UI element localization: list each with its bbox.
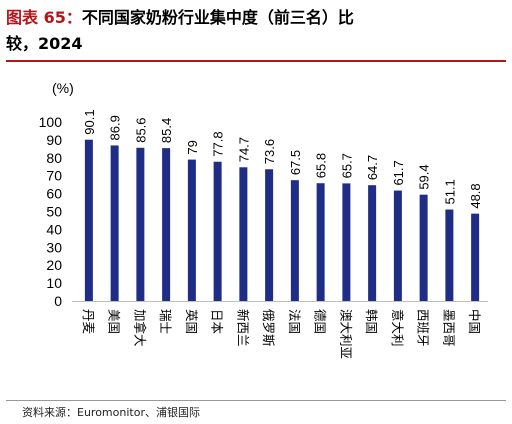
y-tick-label: 50 bbox=[46, 204, 62, 220]
bar-韩国 bbox=[368, 185, 377, 301]
bar-西班牙 bbox=[419, 194, 428, 301]
x-tick-label: 俄罗斯 bbox=[261, 309, 276, 347]
x-tick-label: 韩国 bbox=[364, 309, 379, 334]
x-tick-label: 西班牙 bbox=[416, 309, 431, 347]
x-tick-label: 瑞士 bbox=[158, 309, 173, 334]
y-axis-label: (%) bbox=[52, 80, 74, 96]
data-label: 85.4 bbox=[159, 118, 174, 143]
source-note: 资料来源：Euromonitor、浦银国际 bbox=[22, 406, 200, 419]
footer-divider bbox=[6, 400, 506, 401]
bar-法国 bbox=[290, 180, 299, 301]
bar-中国 bbox=[471, 213, 480, 301]
x-tick-label: 加拿大 bbox=[132, 309, 147, 347]
bar-墨西哥 bbox=[445, 209, 454, 301]
bar-瑞士 bbox=[162, 148, 171, 301]
x-tick-label: 意大利 bbox=[390, 309, 405, 347]
y-tick-label: 90 bbox=[46, 132, 62, 148]
data-label: 77.8 bbox=[211, 131, 226, 156]
bar-美国 bbox=[110, 145, 119, 301]
data-label: 48.8 bbox=[468, 183, 483, 208]
data-label: 85.6 bbox=[133, 117, 148, 142]
x-tick-label: 墨西哥 bbox=[441, 309, 456, 347]
data-label: 51.1 bbox=[442, 179, 457, 204]
y-tick-label: 30 bbox=[46, 239, 62, 255]
bar-澳大利亚 bbox=[342, 183, 351, 301]
y-tick-label: 100 bbox=[39, 114, 63, 130]
x-tick-label: 德国 bbox=[313, 309, 328, 334]
x-tick-label: 新西兰 bbox=[235, 309, 250, 347]
y-tick-label: 20 bbox=[46, 257, 62, 273]
y-tick-label: 40 bbox=[46, 221, 62, 237]
x-tick-label: 日本 bbox=[210, 309, 225, 335]
bar-加拿大 bbox=[136, 147, 145, 301]
data-label: 59.4 bbox=[417, 164, 432, 189]
y-tick-label: 10 bbox=[46, 275, 62, 291]
data-label: 64.7 bbox=[365, 155, 380, 180]
y-tick-label: 70 bbox=[46, 168, 62, 184]
bar-俄罗斯 bbox=[265, 169, 274, 301]
y-tick-label: 0 bbox=[54, 293, 62, 309]
data-label: 74.7 bbox=[236, 137, 251, 162]
figure-number: 图表 65： bbox=[6, 8, 82, 27]
bar-德国 bbox=[316, 183, 325, 301]
bars-group bbox=[84, 139, 480, 301]
value-labels: 90.1 86.9 85.6 85.4 79 77.8 74.7 73.6 67.5 65.8 65… bbox=[82, 109, 483, 208]
x-tick-label: 法国 bbox=[287, 309, 302, 334]
data-label: 90.1 bbox=[82, 109, 97, 134]
data-label: 61.7 bbox=[391, 160, 406, 185]
bar-丹麦 bbox=[84, 139, 93, 301]
data-label: 86.9 bbox=[108, 115, 123, 140]
title-divider bbox=[6, 60, 506, 62]
x-tick-label: 英国 bbox=[184, 309, 199, 334]
data-label: 67.5 bbox=[288, 150, 303, 175]
y-tick-label: 80 bbox=[46, 150, 62, 166]
x-tick-label: 澳大利亚 bbox=[338, 309, 353, 359]
data-label: 65.8 bbox=[314, 153, 329, 178]
x-tick-label: 中国 bbox=[467, 309, 482, 334]
chart-title-line-1: 图表 65：不同国家奶粉行业集中度（前三名）比 bbox=[6, 4, 354, 28]
chart-title: 不同国家奶粉行业集中度（前三名）比 bbox=[81, 8, 354, 27]
bar-英国 bbox=[187, 159, 196, 301]
data-label: 79 bbox=[185, 140, 200, 154]
x-tick-label: 美国 bbox=[107, 309, 122, 334]
bar-意大利 bbox=[393, 190, 402, 301]
bar-新西兰 bbox=[239, 167, 248, 301]
x-tick-label: 丹麦 bbox=[81, 309, 96, 335]
bar-日本 bbox=[213, 161, 222, 301]
data-label: 65.7 bbox=[339, 153, 354, 178]
x-axis-labels: 丹麦 美国 加拿大 瑞士 英国 日本 新西兰 俄罗斯 法国 德国 澳大利亚 韩国 意大利 西班牙 墨西哥 中国 bbox=[81, 309, 482, 359]
chart-title-line-2: 较，2024 bbox=[6, 34, 83, 53]
y-tick-label: 60 bbox=[46, 186, 62, 202]
data-label: 73.6 bbox=[262, 139, 277, 164]
